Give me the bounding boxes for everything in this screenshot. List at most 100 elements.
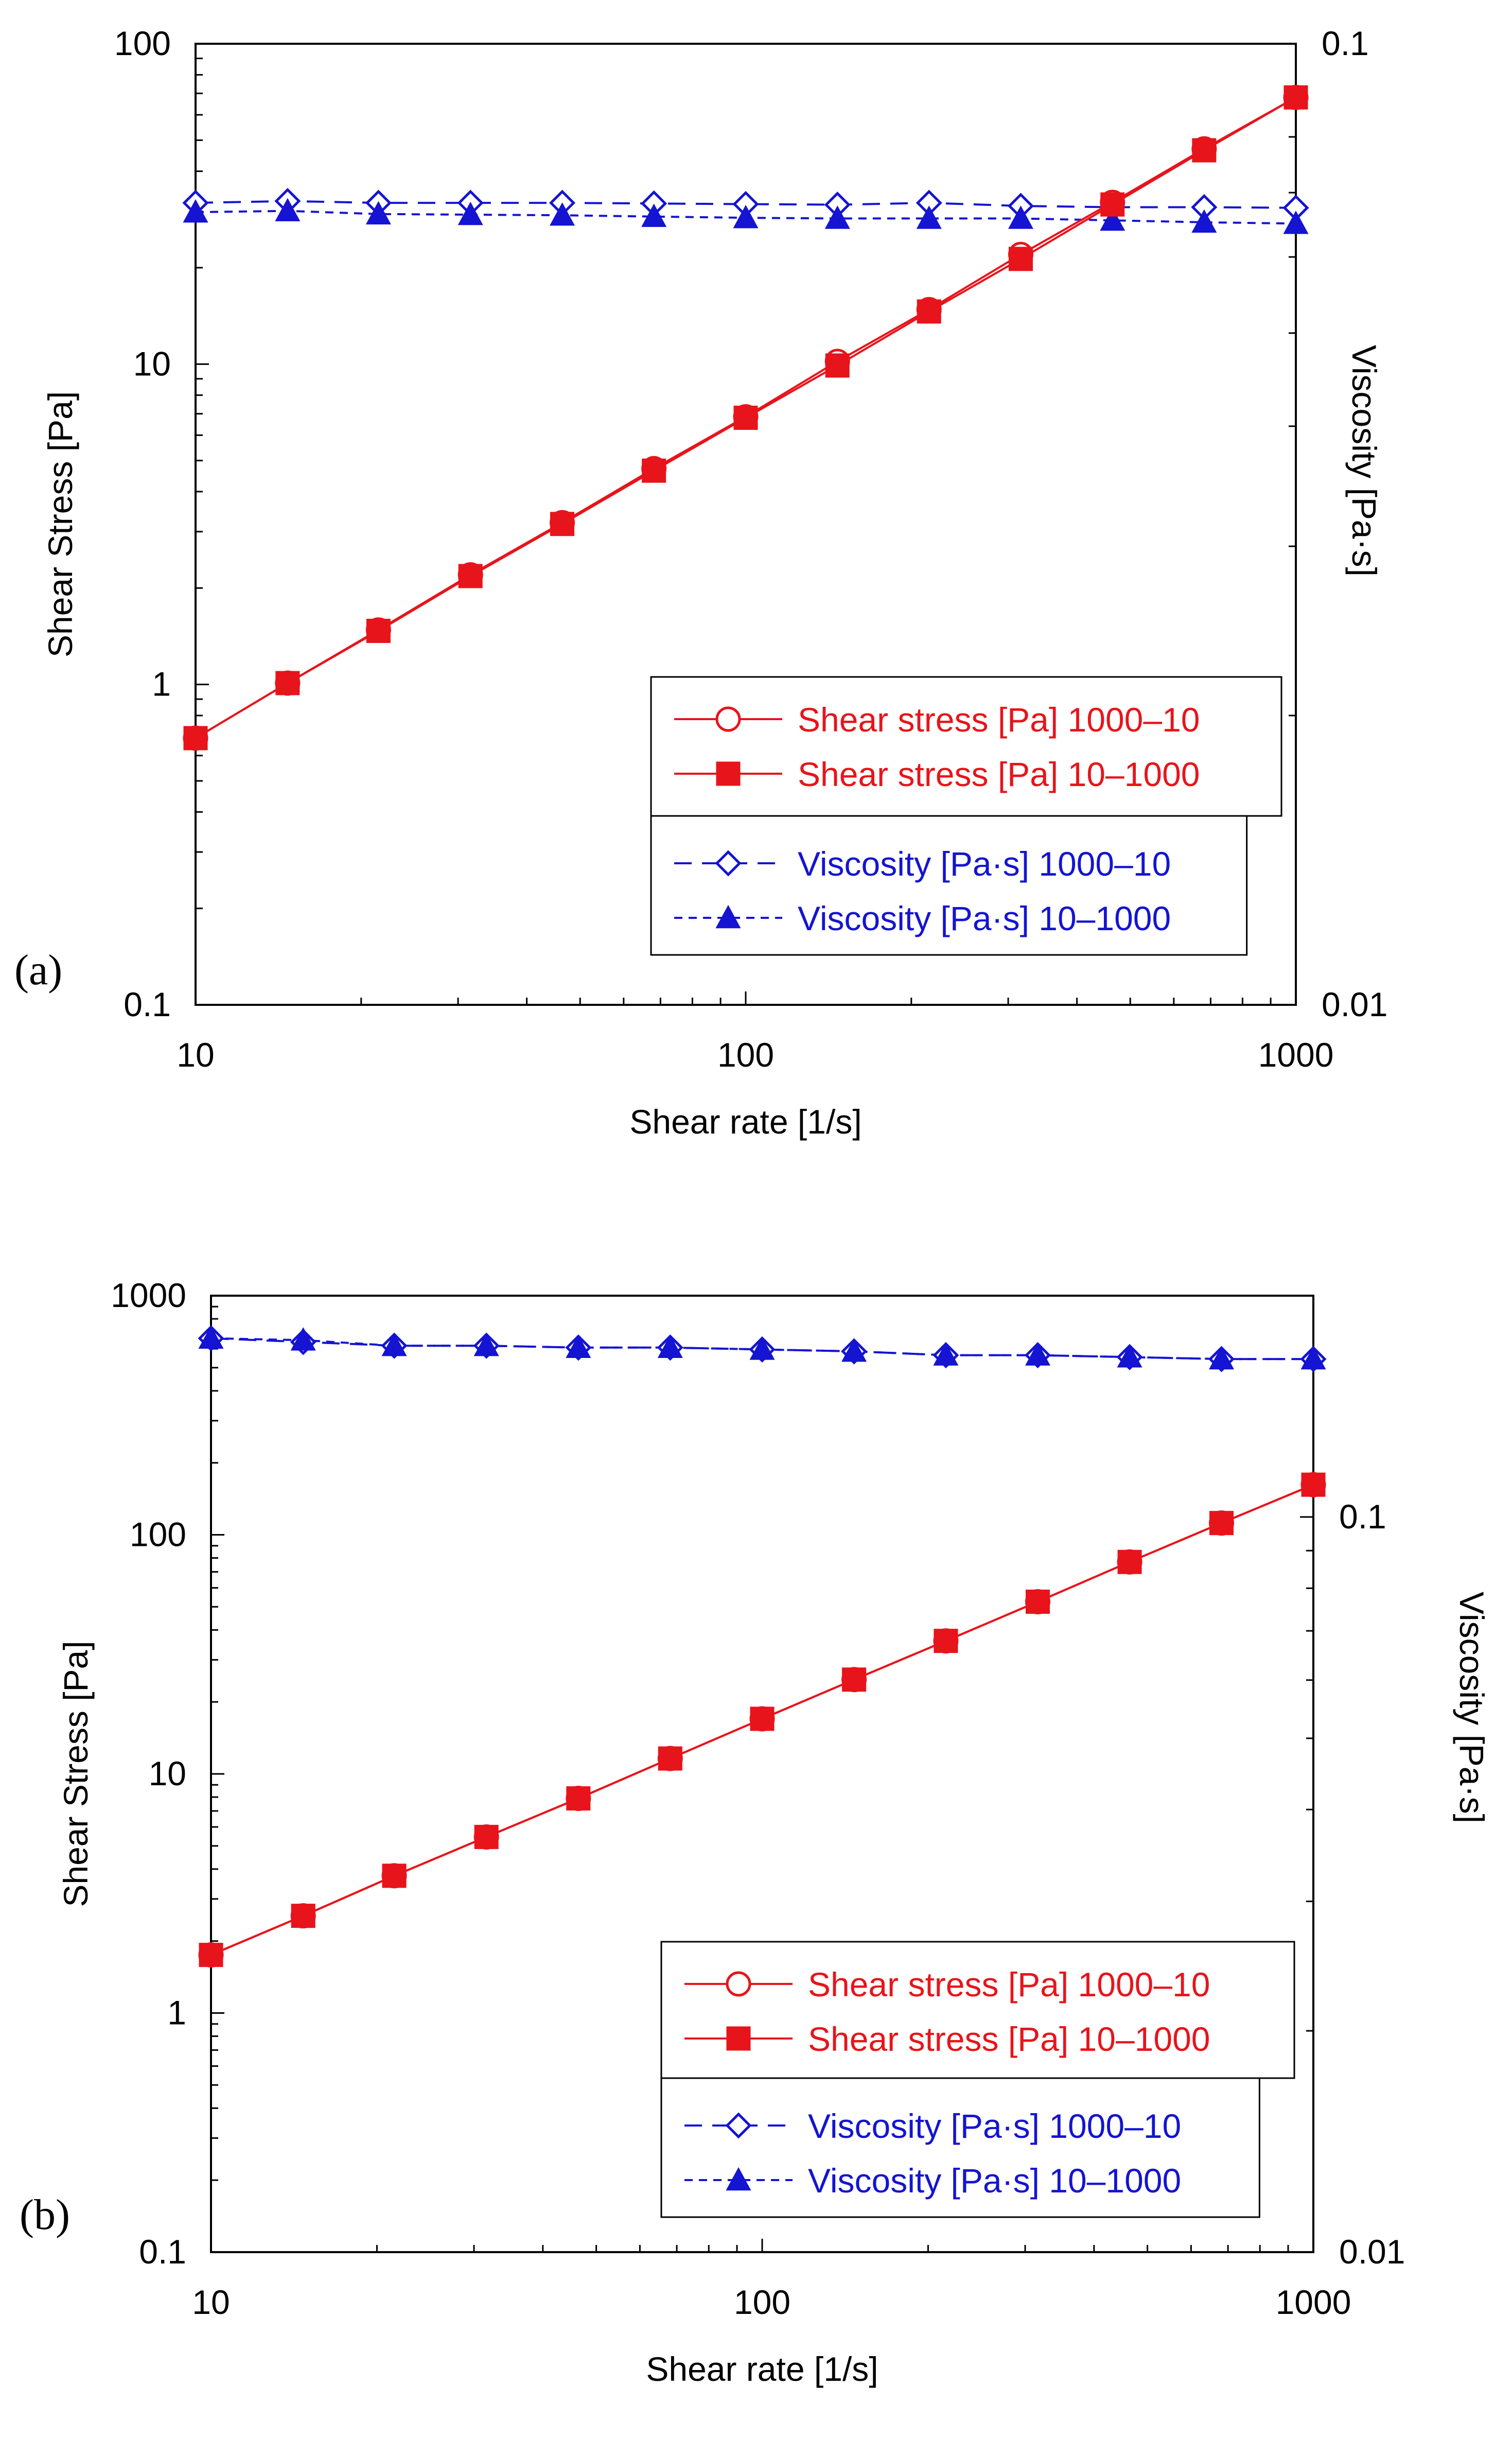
panel-a-label: (a)	[14, 946, 62, 994]
data-point-series-3	[1191, 209, 1217, 233]
panel-a-ytick-label: 0.1	[124, 985, 171, 1023]
panel-b-legend-label: Viscosity [Pa·s] 10–1000	[808, 2162, 1181, 2200]
data-point-series-3	[1283, 211, 1309, 234]
data-point-series-3	[1300, 1346, 1326, 1370]
panel-a-legend-label: Viscosity [Pa·s] 10–1000	[798, 899, 1171, 937]
data-point-series-1	[1284, 85, 1308, 110]
panel-a-legend-label: Shear stress [Pa] 10–1000	[798, 755, 1200, 793]
data-point-series-1	[1192, 138, 1217, 163]
panel-a-legend-label: Viscosity [Pa·s] 1000–10	[798, 845, 1171, 883]
data-point-series-1	[658, 1746, 682, 1771]
panel-a-markers	[182, 84, 1309, 751]
data-point-series-3	[198, 1325, 224, 1349]
data-point-series-1	[842, 1667, 867, 1692]
panel-a-ytick-label: 10	[133, 344, 171, 382]
data-point-series-3	[1208, 1346, 1235, 1370]
data-point-series-1	[566, 1786, 591, 1811]
legend-swatch-marker-1	[716, 761, 741, 786]
panel-b-ytick-label: 1	[167, 1994, 186, 2032]
panel-b-y-axis-title: Shear Stress [Pa]	[57, 1641, 95, 1907]
panel-b-legend: Shear stress [Pa] 1000–10 Shear stress […	[660, 1941, 1295, 2218]
data-point-series-1	[934, 1629, 958, 1653]
panel-b-legend-stress-box	[660, 1941, 1295, 2079]
data-point-series-1	[917, 299, 941, 324]
panel-a-y2tick-label: 0.01	[1322, 985, 1387, 1023]
data-point-series-1	[1008, 247, 1033, 271]
panel-a-chart: 0.1 1 10 100 10 100 1000 0.01 0.1 Shear …	[14, 24, 1387, 1141]
panel-b-xtick-label: 100	[734, 2283, 790, 2321]
data-point-series-1	[825, 353, 850, 378]
data-point-series-3	[657, 1334, 683, 1358]
panel-b-y2tick-label: 0.1	[1339, 1497, 1386, 1536]
data-point-series-3	[275, 198, 301, 221]
data-point-series-3	[290, 1327, 316, 1351]
data-point-series-3	[473, 1333, 499, 1356]
panel-b-tick-marks	[210, 1295, 1314, 2253]
data-point-series-3	[381, 1333, 407, 1356]
data-point-series-1	[750, 1706, 775, 1731]
data-point-series-3	[641, 203, 667, 227]
panel-b-x-axis-title: Shear rate [1/s]	[646, 2350, 878, 2388]
panel-a-ytick-label: 1	[152, 665, 171, 703]
panel-b-chart: 0.1 1 10 100 1000 10 100 1000 0.01 0.1 S…	[20, 1276, 1491, 2388]
data-point-series-1	[1100, 192, 1125, 217]
data-point-series-3	[566, 1334, 591, 1358]
data-point-series-1	[291, 1904, 315, 1928]
panel-b-y2-axis-title: Viscosity [Pa·s]	[1453, 1592, 1491, 1823]
data-point-series-3	[183, 199, 208, 223]
data-point-series-1	[733, 406, 758, 430]
data-point-series-1	[474, 1824, 499, 1849]
legend-swatch-marker-0	[726, 1971, 751, 1997]
panel-a-legend-label: Shear stress [Pa] 1000–10	[798, 701, 1200, 739]
panel-a-xtick-label: 10	[177, 1036, 214, 1074]
data-point-series-3	[749, 1336, 775, 1360]
data-point-series-1	[199, 1943, 223, 1967]
panel-b-legend-label: Viscosity [Pa·s] 1000–10	[808, 2107, 1181, 2145]
data-point-series-3	[916, 205, 942, 229]
panel-a-tick-marks	[195, 43, 1297, 1006]
data-point-series-1	[366, 619, 391, 643]
panel-b-ytick-label: 0.1	[139, 2233, 186, 2271]
panel-a-y2-axis-title: Viscosity [Pa·s]	[1345, 345, 1383, 577]
legend-swatch-marker-2	[715, 850, 742, 877]
data-point-series-3	[458, 201, 483, 225]
panel-b-legend-label: Shear stress [Pa] 1000–10	[808, 1965, 1210, 2004]
panel-b-xtick-label: 1000	[1276, 2283, 1351, 2321]
panel-b-label: (b)	[20, 2191, 70, 2239]
panel-a-legend: Shear stress [Pa] 1000–10 Shear stress […	[650, 676, 1282, 956]
data-point-series-3	[841, 1338, 867, 1362]
panel-b-ytick-label: 10	[149, 1754, 186, 1792]
data-point-series-1	[382, 1863, 407, 1888]
legend-swatch-marker-3	[715, 904, 741, 929]
legend-swatch-marker-2	[725, 2112, 752, 2139]
data-point-series-3	[733, 204, 759, 229]
data-point-series-1	[275, 671, 300, 695]
panel-a-x-axis-title: Shear rate [1/s]	[629, 1103, 862, 1141]
data-point-series-1	[458, 564, 483, 588]
data-point-series-1	[550, 512, 575, 536]
data-point-series-1	[1025, 1589, 1050, 1614]
legend-swatch-marker-0	[715, 706, 741, 732]
panel-b-ytick-label: 100	[130, 1515, 186, 1554]
data-point-series-3	[1025, 1342, 1050, 1366]
panel-b-markers	[198, 1325, 1327, 1968]
data-point-series-1	[1301, 1472, 1326, 1497]
data-point-series-1	[1209, 1511, 1234, 1536]
data-point-series-3	[1100, 207, 1126, 231]
panel-b-legend-viscosity-box	[660, 2077, 1260, 2218]
data-point-series-1	[183, 726, 208, 751]
panel-a-xtick-label: 100	[717, 1036, 774, 1074]
legend-swatch-marker-3	[726, 2167, 751, 2191]
panel-b-legend-label: Shear stress [Pa] 10–1000	[808, 2020, 1210, 2058]
panel-a-legend-stress-box	[650, 676, 1282, 817]
panel-b-series-lines	[210, 1337, 1314, 1956]
data-point-series-3	[365, 201, 391, 224]
data-point-series-3	[549, 202, 575, 226]
panel-a-xtick-label: 1000	[1258, 1036, 1334, 1074]
data-point-series-3	[933, 1342, 959, 1366]
panel-a-ytick-label: 100	[114, 24, 171, 62]
panel-b-ytick-label: 1000	[111, 1276, 186, 1314]
data-point-series-1	[1117, 1549, 1142, 1574]
panel-b-y2tick-label: 0.01	[1339, 2233, 1405, 2271]
